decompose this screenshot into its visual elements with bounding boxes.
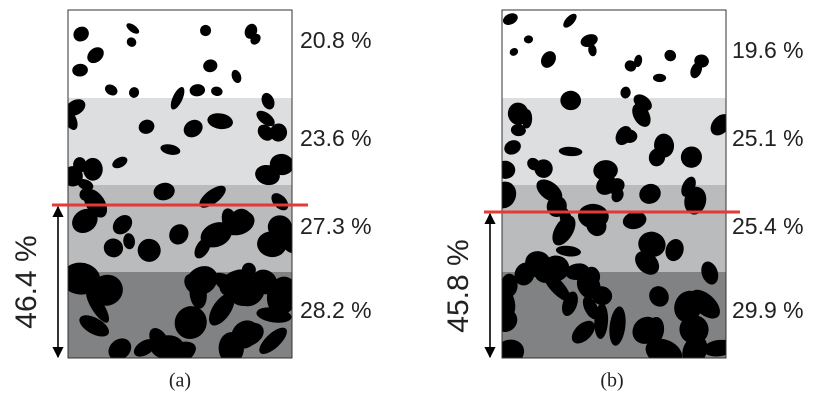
layer-percent: 25.1 %	[732, 125, 804, 151]
particle	[73, 157, 86, 173]
panel-caption: (b)	[600, 370, 623, 392]
layer-percent: 20.8 %	[300, 27, 372, 53]
layer-percent: 27.3 %	[300, 213, 372, 239]
height-label: 46.4 %	[10, 235, 43, 328]
figure: 46.4 % 20.8 % 23.6 % 27.3 % 28.2 % (a) 45.8 % 1…	[0, 0, 818, 399]
height-label: 45.8 %	[442, 239, 475, 332]
layer-percent: 25.4 %	[732, 213, 804, 239]
layer-percent: 29.9 %	[732, 297, 804, 323]
specimen	[486, 10, 736, 372]
specimen	[59, 10, 303, 372]
layer-percent: 23.6 %	[300, 125, 372, 151]
layer-percent: 28.2 %	[300, 297, 372, 323]
panel-caption: (a)	[169, 370, 191, 392]
layer-band	[502, 10, 726, 98]
panel: 45.8 % 19.6 % 25.1 % 25.4 % 29.9 % (b)	[442, 10, 804, 392]
layer-percent: 19.6 %	[732, 37, 804, 63]
panel: 46.4 % 20.8 % 23.6 % 27.3 % 28.2 % (a)	[10, 10, 372, 392]
